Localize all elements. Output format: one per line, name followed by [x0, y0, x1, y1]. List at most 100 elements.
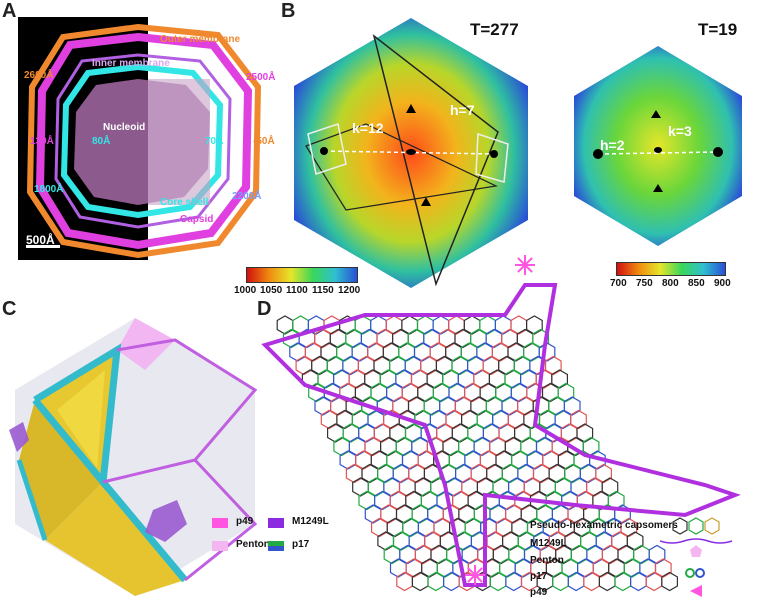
legend-swatch-penton [212, 541, 228, 551]
capsomer-hexagon [526, 315, 543, 335]
capsomer-hexagon [326, 423, 344, 443]
panel-b-large-capsid [286, 14, 536, 290]
capsomer-hexagon [396, 571, 413, 592]
legend-label-p17: p17 [292, 539, 310, 550]
colorbar-2-tick: 800 [662, 278, 679, 289]
label-capsid: Capsid [180, 214, 214, 225]
label-k3: k=3 [668, 123, 692, 139]
capsomer-hexagon [544, 355, 562, 376]
capsomer-hexagon [358, 490, 376, 511]
capsomer-hexagon [557, 382, 575, 403]
capsomer-hexagon [582, 436, 600, 457]
p49-star-icon [465, 565, 485, 585]
capsomer-hexagon [411, 571, 429, 592]
capsomer-hexagon [567, 571, 585, 592]
capsomer-lattice-diagram [261, 255, 741, 592]
colorbar-1 [246, 267, 358, 283]
colorbar-1-tick: 1000 [234, 285, 257, 296]
panel-b-small-capsid [568, 42, 748, 250]
colorbar-1-tick: 1200 [338, 285, 361, 296]
panel-c-image [5, 310, 267, 599]
legend-label-m1249l: M1249L [292, 516, 329, 527]
label-130a: 130Å [30, 136, 54, 147]
capsomer-hexagon [598, 571, 616, 592]
label-70a: 70Å [205, 136, 224, 147]
capsomer-hexagon [370, 517, 388, 538]
capsomer-hexagon [648, 544, 666, 565]
capsomer-hexagon [295, 355, 313, 376]
colorbar-2 [616, 262, 726, 276]
capsomer-hexagon [383, 544, 401, 565]
capsid-cross-section-figure [18, 17, 273, 260]
capsomer-hexagon [614, 571, 632, 592]
capsomer-hexagon [551, 369, 568, 389]
legend-d-icons [659, 515, 750, 599]
capsomer-hexagon [595, 463, 612, 484]
capsomer-hexagon [314, 396, 332, 416]
colorbar-2-tick: 850 [688, 278, 705, 289]
capsomer-hexagon [607, 490, 625, 511]
panel-a-image [18, 17, 273, 260]
capsomer-hexagon [563, 396, 581, 416]
label-t19: T=19 [698, 20, 738, 39]
label-2600a: 2600Å [24, 70, 54, 81]
label-scale-500a: 500Å [26, 233, 55, 247]
legend-label-p49: p49 [236, 516, 254, 527]
capsomer-hexagon [576, 423, 594, 443]
capsomer-hexagon [345, 463, 363, 484]
panel-letter-b: B [281, 0, 296, 22]
t277-capsid-figure [294, 18, 528, 288]
colorbar-2-tick: 900 [714, 278, 731, 289]
panel-letter-d: D [257, 298, 272, 320]
capsomer-hexagon [289, 342, 307, 362]
label-2200a: 2200Å [232, 191, 262, 202]
capsomer-hexagon [661, 571, 678, 592]
label-k12: k=12 [352, 120, 384, 136]
label-h7: h=7 [450, 102, 475, 118]
capsomer-hexagon [333, 436, 351, 457]
legend-label-p49-d: p49 [530, 587, 548, 598]
capsomer-hexagon [589, 450, 606, 470]
legend-label-m1249l-d: M1249L [530, 538, 567, 549]
capsomer-hexagon [352, 477, 369, 497]
t19-capsid-figure [574, 46, 742, 246]
label-80a: 80Å [92, 136, 111, 147]
capsomer-hexagon [614, 504, 631, 524]
capsomer-hexagon [320, 409, 338, 430]
capsomer-hexagon [532, 328, 550, 349]
p49-star-icon [515, 255, 535, 275]
capsomer-hexagon [505, 571, 523, 592]
panel-d-lattice [245, 255, 760, 595]
panel-letter-a: A [2, 0, 17, 22]
colorbar-2-tick: 750 [636, 278, 653, 289]
label-2500a: 2500Å [246, 72, 276, 83]
capsomer-hexagon [552, 571, 569, 592]
capsomer-hexagon [276, 315, 294, 335]
legend-label-penton: Penton [236, 539, 270, 550]
capsomer-hexagon [583, 571, 600, 592]
colorbar-1-tick: 1150 [312, 285, 334, 296]
capsomer-hexagon [626, 531, 644, 551]
colorbar-1-tick: 1100 [286, 285, 308, 296]
label-nucleoid: Nucleoid [103, 122, 146, 133]
legend-label-penton-d: Penton [530, 555, 564, 566]
capsomer-hexagon [489, 571, 507, 592]
capsomer-hexagon [364, 504, 382, 524]
label-h2: h=2 [600, 137, 625, 153]
panel-letter-c: C [2, 298, 17, 320]
legend-label-pseudo: Pseudo-hexametric capsomers [530, 520, 678, 531]
legend-swatch-p49 [212, 518, 228, 528]
label-t277: T=277 [470, 20, 519, 39]
label-1800a: 1800Å [34, 184, 64, 195]
capsomer-hexagon [389, 558, 407, 578]
capsid-model-figure [9, 318, 258, 596]
label-inner-membrane: Inner membrane [92, 58, 170, 69]
label-core-shell: Core shell [160, 197, 209, 208]
legend-swatch-p17 [268, 541, 284, 551]
capsomer-hexagon [630, 571, 647, 592]
capsomer-hexagon [427, 571, 445, 592]
label-50a: -50Å [253, 136, 275, 147]
colorbar-1-tick: 1050 [260, 285, 283, 296]
label-outer-membrane: Outer membrane [160, 34, 241, 45]
capsomer-hexagon [443, 571, 460, 592]
